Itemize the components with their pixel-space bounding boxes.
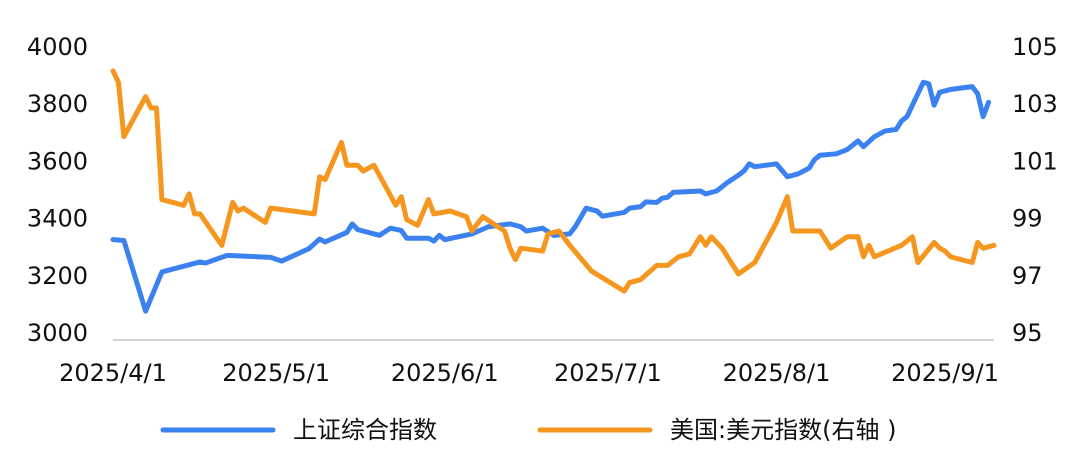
series-line [110,79,992,314]
y-tick-label: 3000 [27,319,88,347]
y-tick-label: 4000 [27,33,88,61]
x-tick-label: 2025/9/1 [891,359,999,387]
legend-label: 美国:美元指数(右轴 ) [670,416,896,444]
x-tick-label: 2025/7/1 [554,359,662,387]
y2-tick-label: 97 [1012,262,1043,290]
y2-tick-label: 105 [1012,33,1058,61]
y-tick-label: 3800 [27,90,88,118]
y2-tick-label: 95 [1012,319,1043,347]
y2-tick-label: 99 [1012,205,1043,233]
series-line [110,68,997,294]
y2-tick-label: 101 [1012,147,1058,175]
legend-label: 上证综合指数 [293,416,437,444]
x-tick-label: 2025/6/1 [391,359,499,387]
x-tick-label: 2025/5/1 [222,359,330,387]
y-tick-label: 3200 [27,262,88,290]
x-tick-label: 2025/8/1 [723,359,831,387]
y-tick-label: 3400 [27,205,88,233]
y-tick-label: 3600 [27,147,88,175]
x-tick-label: 2025/4/1 [59,359,167,387]
y2-tick-label: 103 [1012,90,1058,118]
